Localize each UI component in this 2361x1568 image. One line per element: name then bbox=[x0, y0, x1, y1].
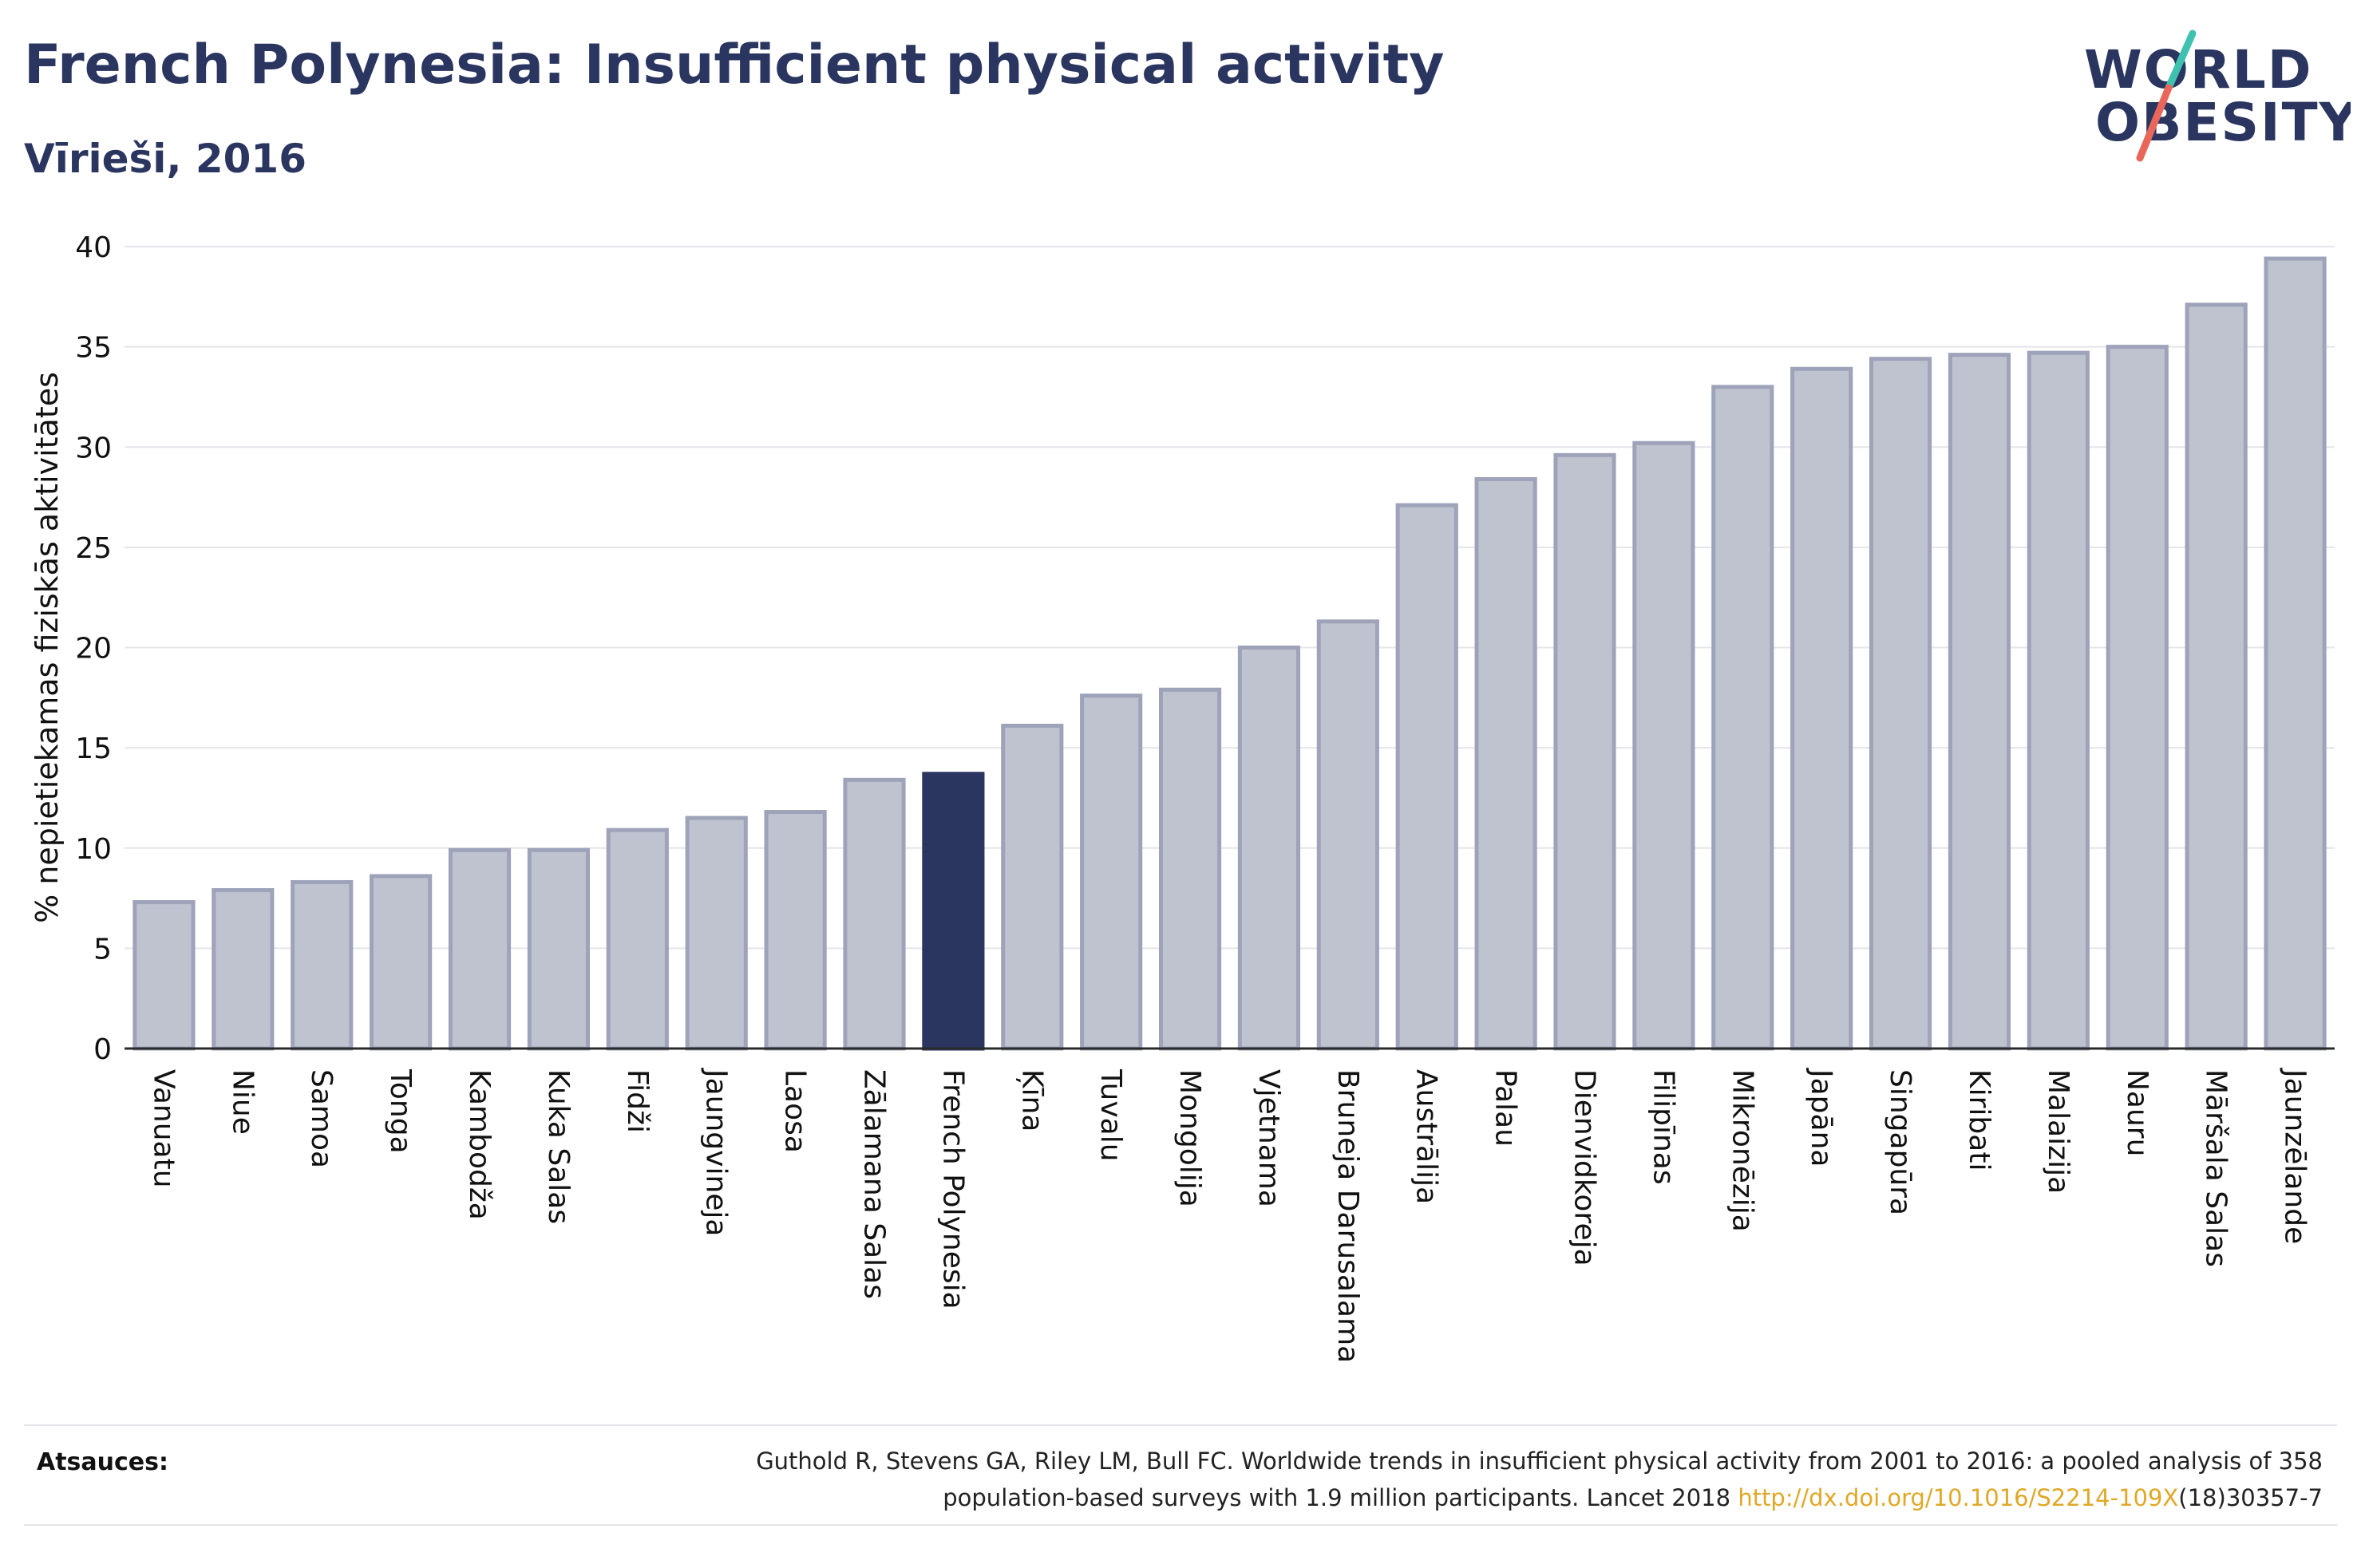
sources-text: Guthold R, Stevens GA, Riley LM, Bull FC… bbox=[607, 1443, 2323, 1516]
y-tick-label: 15 bbox=[75, 733, 112, 765]
bar-kiribati[interactable] bbox=[1948, 353, 2011, 1051]
x-tick-label: Palau bbox=[1489, 1069, 1522, 1147]
x-tick-label: Laosa bbox=[779, 1069, 812, 1153]
y-tick-label: 30 bbox=[75, 432, 112, 464]
x-axis-ticks: Vanuatu Niue Samoa Tonga Kambodža Kuka Salas F… bbox=[147, 1068, 2311, 1363]
bar-m-r-ala-salas[interactable] bbox=[2185, 302, 2248, 1051]
bar-jaunz-lande[interactable] bbox=[2264, 256, 2327, 1051]
bar-laosa[interactable] bbox=[764, 810, 827, 1051]
y-tick-label: 35 bbox=[75, 332, 112, 365]
bar-kuka-salas[interactable] bbox=[527, 847, 591, 1051]
y-tick-label: 40 bbox=[75, 231, 112, 264]
sources-doi-link[interactable]: http://dx.doi.org/10.1016/S2214-109X bbox=[1738, 1484, 2179, 1511]
x-tick-label: Austrālija bbox=[1410, 1069, 1443, 1204]
x-tick-label: Kiribati bbox=[1963, 1069, 1995, 1171]
sources-divider-top bbox=[24, 1424, 2337, 1426]
y-tick-label: 25 bbox=[75, 532, 112, 565]
x-tick-label: Filipīnas bbox=[1647, 1069, 1679, 1185]
sources-text-line1: Guthold R, Stevens GA, Riley LM, Bull FC… bbox=[756, 1448, 2323, 1475]
bar-french-polynesia[interactable] bbox=[922, 772, 985, 1051]
bar-singap-ra[interactable] bbox=[1869, 357, 1932, 1051]
x-tick-label: Jaunzēlande bbox=[2279, 1068, 2312, 1244]
logo-slash-top bbox=[2165, 30, 2197, 92]
x-tick-label: Zālamana Salas bbox=[857, 1069, 890, 1299]
sources-label: Atsauces: bbox=[37, 1448, 168, 1476]
x-tick-label: Fidži bbox=[621, 1069, 654, 1133]
bar-mongolija[interactable] bbox=[1158, 687, 1222, 1051]
bar-fid-i[interactable] bbox=[606, 827, 669, 1051]
y-tick-label: 0 bbox=[93, 1033, 112, 1066]
sources-divider-bottom bbox=[24, 1524, 2337, 1526]
logo-text-obesity: OBESITY bbox=[2095, 92, 2351, 153]
x-tick-label: Samoa bbox=[305, 1069, 338, 1168]
bar-niue[interactable] bbox=[212, 888, 275, 1051]
logo-text-world: WORLD bbox=[2084, 39, 2313, 101]
x-tick-label: Vanuatu bbox=[147, 1069, 180, 1188]
chart-title: French Polynesia: Insufficient physical … bbox=[24, 34, 1445, 97]
x-tick-label: Kuka Salas bbox=[542, 1069, 575, 1224]
y-tick-label: 5 bbox=[93, 933, 112, 966]
x-tick-label: Malaizija bbox=[2042, 1069, 2074, 1194]
bar-bruneja-darusalama[interactable] bbox=[1316, 619, 1379, 1051]
bar-austr-lija[interactable] bbox=[1395, 503, 1458, 1051]
x-tick-label: Niue bbox=[226, 1069, 259, 1135]
x-tick-label: Dienvidkoreja bbox=[1568, 1069, 1601, 1266]
x-tick-label: Māršala Salas bbox=[2200, 1069, 2232, 1267]
x-tick-label: Mikronēzija bbox=[1726, 1069, 1758, 1232]
bar-jap-na[interactable] bbox=[1790, 366, 1853, 1051]
x-tick-label: Jaungvineja bbox=[700, 1068, 733, 1237]
bar-nauru[interactable] bbox=[2106, 345, 2169, 1051]
x-tick-label: Tonga bbox=[384, 1068, 417, 1154]
y-tick-label: 20 bbox=[75, 633, 112, 666]
bar-samoa[interactable] bbox=[291, 879, 354, 1051]
bar-z-lamana-salas[interactable] bbox=[843, 777, 906, 1051]
x-tick-label: Tuvalu bbox=[1094, 1068, 1127, 1162]
bar-malaizija[interactable] bbox=[2027, 350, 2090, 1051]
bar-chart: 0 5 10 15 20 25 30 35 40 Vanuatu Niue Samoa Tonga Ka… bbox=[30, 231, 2335, 1363]
x-tick-label: Japāna bbox=[1805, 1068, 1837, 1167]
bar-kambod-a[interactable] bbox=[448, 847, 512, 1051]
x-tick-label: Vjetnama bbox=[1252, 1069, 1285, 1207]
bar-tonga[interactable] bbox=[370, 874, 433, 1051]
x-tick-label: Bruneja Darusalama bbox=[1331, 1069, 1364, 1363]
bar-mikron-zija[interactable] bbox=[1711, 385, 1774, 1051]
logo-slash-bottom bbox=[2136, 84, 2173, 162]
x-tick-label: Mongolija bbox=[1173, 1069, 1206, 1207]
bar-jaungvineja[interactable] bbox=[685, 816, 748, 1051]
bar--na[interactable] bbox=[1001, 723, 1064, 1051]
x-tick-label: Nauru bbox=[2121, 1069, 2153, 1156]
bar-palau[interactable] bbox=[1474, 476, 1537, 1051]
bar-filip-nas[interactable] bbox=[1632, 440, 1695, 1051]
y-axis-ticks: 0 5 10 15 20 25 30 35 40 bbox=[75, 231, 112, 1066]
chart-subtitle: Vīrieši, 2016 bbox=[24, 136, 307, 182]
bar-tuvalu[interactable] bbox=[1080, 693, 1143, 1051]
x-tick-label: French Polynesia bbox=[936, 1069, 969, 1309]
x-tick-label: Singapūra bbox=[1884, 1069, 1916, 1215]
sources-text-line2: population-based surveys with 1.9 millio… bbox=[943, 1484, 1738, 1511]
bar-dienvidkoreja[interactable] bbox=[1553, 452, 1616, 1051]
bar-vanuatu[interactable] bbox=[132, 900, 196, 1051]
y-axis-label: % nepietiekamas fiziskās aktivitātes bbox=[30, 372, 65, 923]
x-tick-label: Kambodža bbox=[463, 1069, 496, 1220]
bars bbox=[132, 256, 2327, 1051]
bar-vjetnama[interactable] bbox=[1237, 646, 1301, 1051]
x-tick-label: Ķīna bbox=[1015, 1069, 1048, 1132]
sources-text-line2-end: (18)30357-7 bbox=[2178, 1484, 2323, 1511]
world-obesity-logo: WORLD OBESITY bbox=[2084, 30, 2351, 162]
y-tick-label: 10 bbox=[75, 833, 112, 866]
